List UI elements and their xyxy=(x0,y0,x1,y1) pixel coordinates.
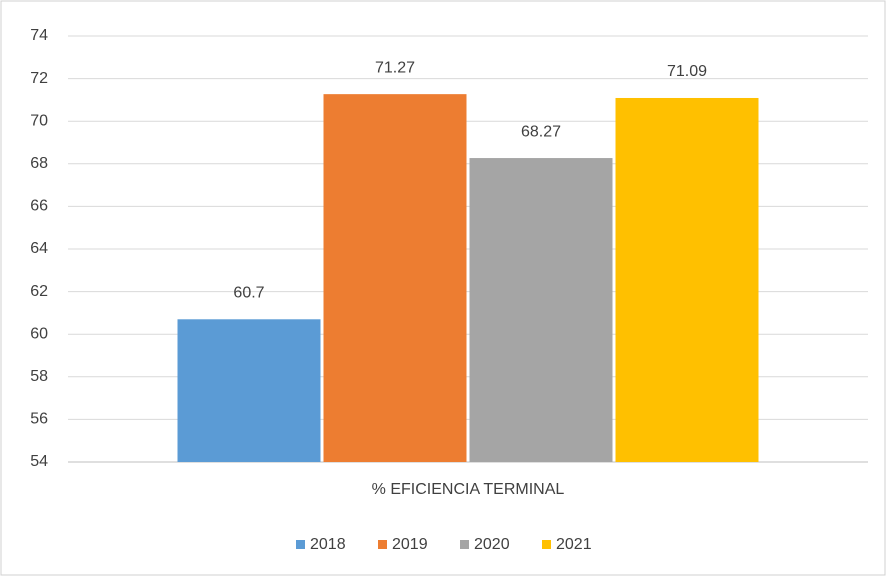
y-tick-label: 58 xyxy=(30,368,48,385)
y-tick-label: 56 xyxy=(30,411,48,428)
y-tick-label: 70 xyxy=(30,112,48,129)
legend-swatch xyxy=(460,540,469,549)
bar xyxy=(469,158,613,462)
legend-label: 2019 xyxy=(392,536,428,553)
bar xyxy=(323,94,467,463)
legend-label: 2021 xyxy=(556,536,592,553)
legend-swatch xyxy=(542,540,551,549)
y-tick-label: 54 xyxy=(30,453,48,470)
data-label: 60.7 xyxy=(233,285,264,302)
legend-label: 2020 xyxy=(474,536,510,553)
data-label: 71.09 xyxy=(667,63,707,80)
legend-swatch xyxy=(378,540,387,549)
y-tick-label: 66 xyxy=(30,198,48,215)
y-tick-label: 62 xyxy=(30,283,48,300)
data-label: 68.27 xyxy=(521,123,561,140)
y-tick-label: 72 xyxy=(30,70,48,87)
bar xyxy=(177,319,321,462)
legend-label: 2018 xyxy=(310,536,346,553)
x-tick-label: % EFICIENCIA TERMINAL xyxy=(372,481,565,498)
y-tick-label: 60 xyxy=(30,325,48,342)
bar xyxy=(615,97,759,462)
data-label: 71.27 xyxy=(375,59,415,76)
y-tick-label: 68 xyxy=(30,155,48,172)
legend-swatch xyxy=(296,540,305,549)
y-tick-label: 74 xyxy=(30,27,48,44)
y-tick-label: 64 xyxy=(30,240,48,257)
